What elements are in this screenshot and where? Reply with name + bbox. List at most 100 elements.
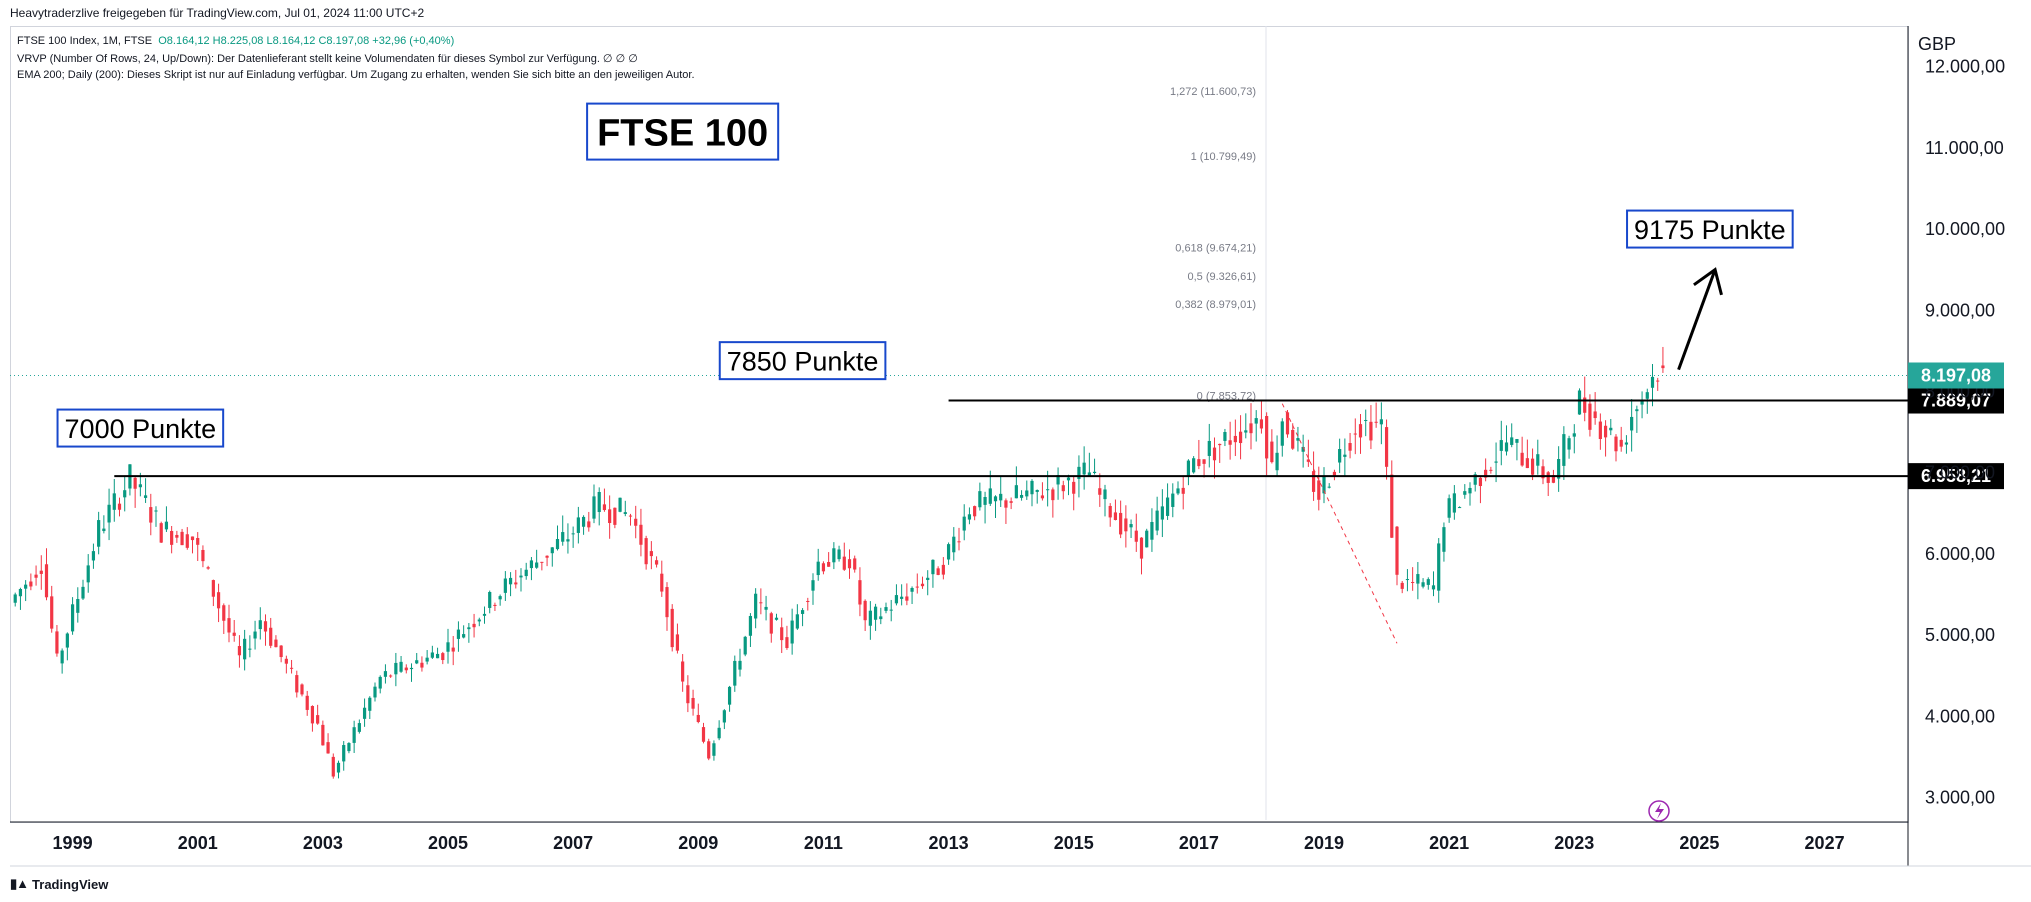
- candle-body: [1603, 425, 1608, 438]
- candle-body: [1384, 427, 1389, 467]
- candle-body: [1583, 397, 1587, 413]
- candle-body: [618, 497, 622, 512]
- candle-body: [1082, 462, 1086, 475]
- ema-indicator-legend[interactable]: EMA 200; Daily (200): Dieses Skript ist …: [17, 69, 695, 81]
- candle-body: [920, 583, 925, 587]
- time-tick-label: 2015: [1054, 833, 1094, 853]
- candle-body: [1598, 421, 1602, 440]
- candle-body: [143, 495, 148, 498]
- candle-body: [1291, 429, 1295, 449]
- time-axis[interactable]: 1999 2001 2003 2005 2007 2009 2011 2013 2015 2017…: [53, 833, 1845, 853]
- price-axis[interactable]: 3.000,00 4.000,00 5.000,00 6.000,00 7.000,00…: [1908, 57, 2005, 808]
- candle-body: [1139, 537, 1144, 559]
- candle-body: [1176, 488, 1180, 494]
- candle-body: [842, 556, 846, 570]
- candle-body: [936, 568, 940, 575]
- candle-body: [1171, 493, 1175, 507]
- candle-body: [1593, 411, 1597, 419]
- candle-body: [279, 645, 283, 658]
- candle-body: [519, 575, 523, 578]
- candle-body: [65, 633, 69, 648]
- candle-body: [97, 520, 101, 547]
- candle-body: [1499, 440, 1503, 451]
- candle-body: [806, 600, 810, 602]
- candle-body: [1426, 579, 1430, 585]
- candle-body: [1630, 416, 1634, 431]
- annotation-box[interactable]: FTSE 100: [586, 102, 780, 161]
- candle-body: [1541, 466, 1545, 479]
- candle-body: [592, 496, 596, 519]
- candle-body: [879, 616, 883, 620]
- candle-body: [1160, 506, 1164, 520]
- candle-body: [1332, 471, 1337, 477]
- candle-body: [1400, 582, 1404, 589]
- candle-body: [1546, 472, 1550, 483]
- price-tick-label: 4.000,00: [1925, 706, 1995, 726]
- candle-body: [1265, 416, 1269, 459]
- candle-body: [691, 697, 695, 709]
- candle-body: [1431, 585, 1436, 590]
- lightning-icon[interactable]: [1648, 800, 1670, 822]
- candle-body: [1650, 376, 1655, 388]
- candle-body: [138, 484, 142, 488]
- annotation-box[interactable]: 7850 Punkte: [718, 341, 887, 381]
- last-price-text: 8.197,08: [1921, 366, 1991, 386]
- candle-body: [1113, 512, 1118, 520]
- candle-body: [1317, 480, 1321, 500]
- candle-body: [1150, 521, 1154, 540]
- candle-body: [1447, 498, 1451, 518]
- candle-body: [295, 675, 299, 693]
- candle-body: [764, 606, 768, 610]
- time-tick-label: 2003: [303, 833, 343, 853]
- candle-body: [915, 586, 919, 588]
- candle-body: [508, 577, 513, 585]
- candle-body: [712, 743, 716, 756]
- annotation-box[interactable]: 7000 Punkte: [56, 408, 225, 448]
- candle-body: [117, 503, 122, 510]
- candle-body: [24, 584, 28, 589]
- candle-body: [243, 638, 247, 660]
- currency-label[interactable]: GBP: [1918, 34, 1956, 54]
- candle-body: [926, 577, 930, 581]
- candle-body: [1275, 452, 1279, 471]
- candle-body: [1212, 447, 1217, 461]
- price-tick-label: 11.000,00: [1925, 138, 2004, 158]
- candle-body: [701, 727, 706, 742]
- candle-body: [321, 724, 325, 746]
- candle-body: [1369, 421, 1373, 441]
- candle-body: [1390, 474, 1394, 538]
- candle-body: [1103, 489, 1107, 500]
- candle-body: [347, 743, 351, 752]
- candle-body: [1249, 423, 1253, 434]
- annotations: FTSE 100 7000 Punkte 7850 Punkte 9175 Punkt…: [56, 102, 1794, 448]
- candle-body: [357, 723, 361, 732]
- price-tick-label: 5.000,00: [1925, 625, 1995, 645]
- candle-body: [206, 567, 210, 569]
- candle-body: [1525, 458, 1529, 469]
- annotation-box[interactable]: 9175 Punkte: [1626, 209, 1794, 249]
- symbol-legend[interactable]: FTSE 100 Index, 1M, FTSE O8.164,12 H8.22…: [17, 35, 454, 47]
- price-tick-label: 3.000,00: [1925, 788, 1995, 808]
- candle-body: [1280, 421, 1284, 446]
- candle-body: [957, 541, 961, 543]
- fib-level-label: 0,382 (8.979,01): [1175, 299, 1256, 311]
- candle-body: [811, 580, 815, 591]
- candle-body: [1098, 488, 1102, 495]
- candle-body: [1108, 505, 1112, 518]
- candle-body: [743, 636, 747, 655]
- candle-body: [1338, 449, 1342, 463]
- candlestick-series: [10, 346, 1908, 779]
- tradingview-footer[interactable]: ▮▲ TradingView: [10, 876, 108, 892]
- candle-body: [675, 634, 680, 651]
- candle-body: [681, 661, 685, 682]
- target-arrow: [1677, 267, 1723, 371]
- candle-body: [1066, 477, 1071, 481]
- level-price-label: 6.958,21: [1908, 463, 2004, 490]
- candle-body: [649, 551, 653, 557]
- vrvp-indicator-legend[interactable]: VRVP (Number Of Rows, 24, Up/Down): Der …: [17, 53, 638, 65]
- candle-body: [774, 617, 779, 620]
- price-tick-label: 12.000,00: [1925, 57, 2005, 77]
- candle-body: [44, 564, 49, 598]
- candle-body: [253, 631, 257, 639]
